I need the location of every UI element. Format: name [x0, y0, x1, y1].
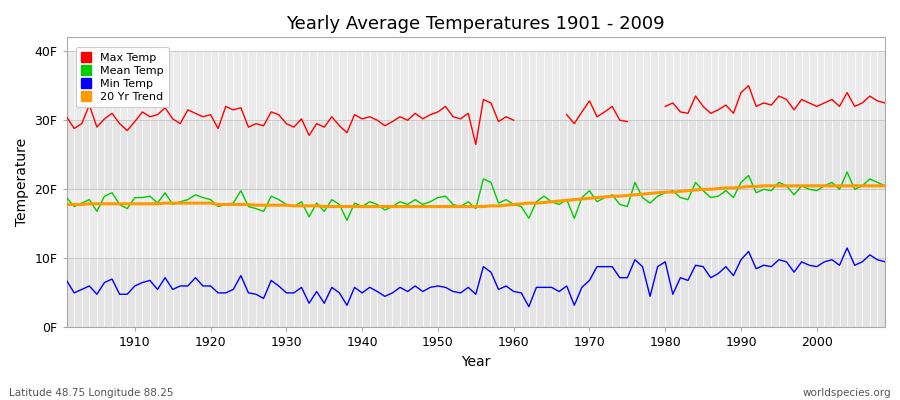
Bar	[67, 258, 885, 328]
X-axis label: Year: Year	[461, 355, 491, 369]
Bar	[67, 189, 885, 258]
Y-axis label: Temperature: Temperature	[15, 138, 29, 226]
Legend: Max Temp, Mean Temp, Min Temp, 20 Yr Trend: Max Temp, Mean Temp, Min Temp, 20 Yr Tre…	[76, 47, 168, 107]
Text: Latitude 48.75 Longitude 88.25: Latitude 48.75 Longitude 88.25	[9, 388, 174, 398]
Bar	[67, 120, 885, 189]
Text: worldspecies.org: worldspecies.org	[803, 388, 891, 398]
Title: Yearly Average Temperatures 1901 - 2009: Yearly Average Temperatures 1901 - 2009	[286, 15, 665, 33]
Bar	[67, 51, 885, 120]
